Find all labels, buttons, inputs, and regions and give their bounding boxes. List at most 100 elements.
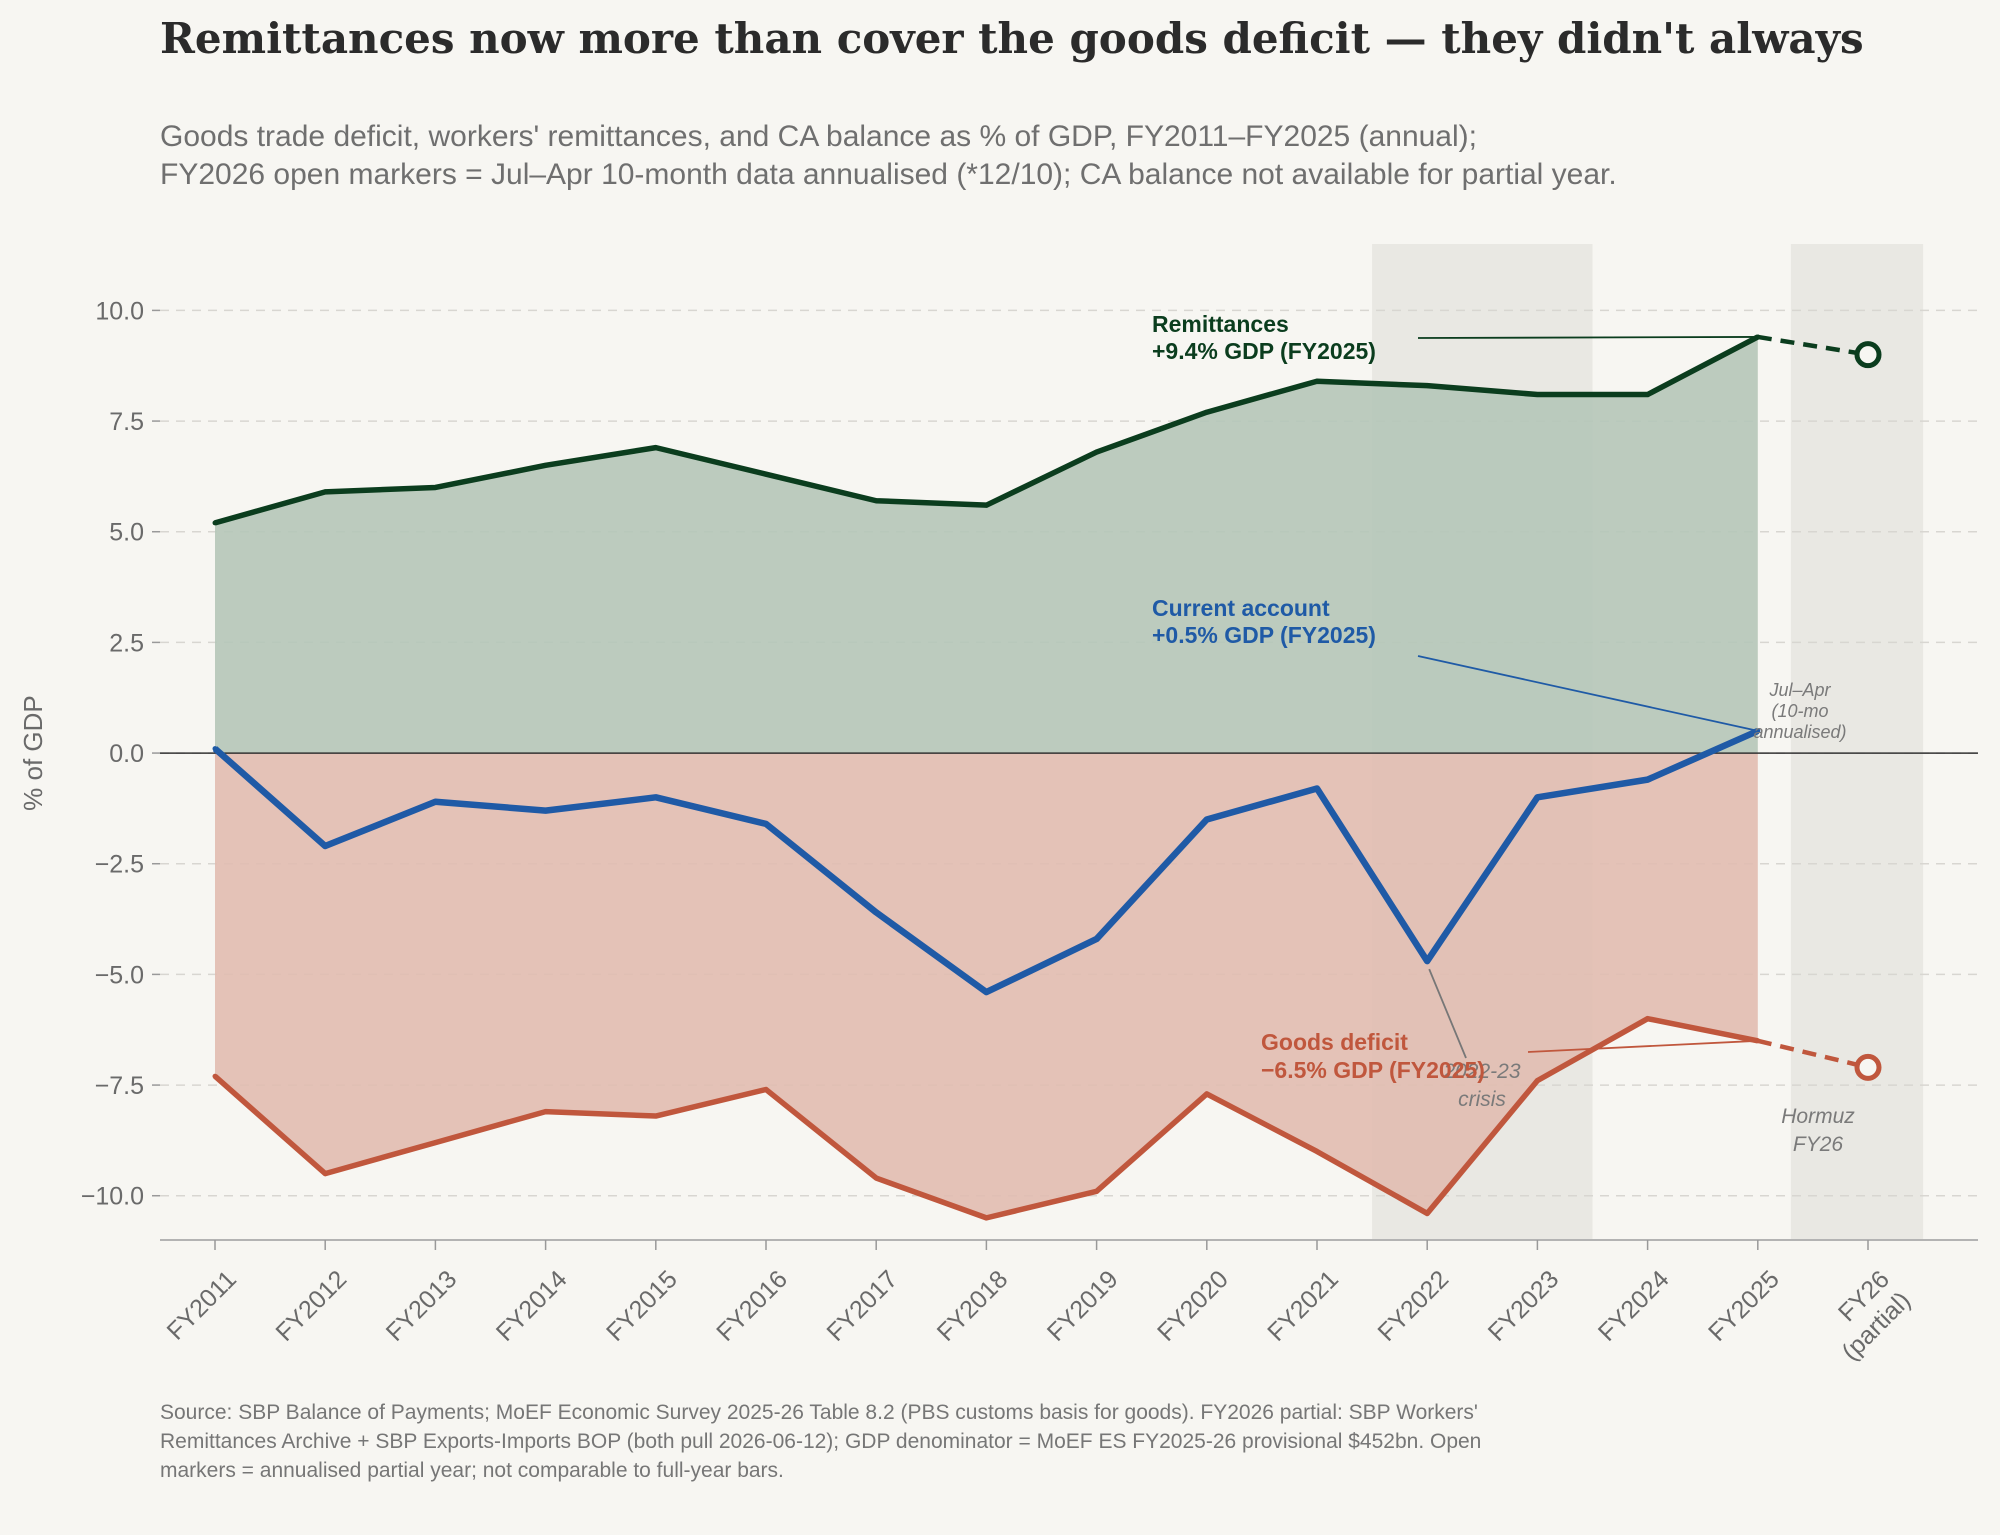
source-note: Source: SBP Balance of Payments; MoEF Ec… — [160, 1401, 1482, 1482]
y-tick-label: 5.0 — [109, 519, 144, 547]
goods-deficit-label-name: Goods deficit — [1261, 1029, 1408, 1055]
x-tick-label-line: FY2013 — [381, 1265, 463, 1347]
current-account-point — [212, 746, 218, 752]
x-tick-label-line: FY2019 — [1042, 1265, 1124, 1347]
hormuz-label-line: FY26 — [1793, 1133, 1844, 1156]
remittances-point — [763, 471, 769, 477]
current-account-point — [1204, 816, 1210, 822]
x-tick-label: FY2011 — [162, 1265, 242, 1345]
goods-deficit-point — [212, 1073, 218, 1079]
remittances-leader — [1417, 336, 1758, 339]
x-tick-label: FY2015 — [601, 1265, 683, 1347]
current-account-point — [322, 843, 328, 849]
remittances-point — [1645, 392, 1651, 398]
goods-deficit-point — [432, 1140, 438, 1146]
y-tick-label: −5.0 — [95, 961, 144, 989]
y-tick-label: −10.0 — [81, 1183, 144, 1211]
y-tick-label: 0.0 — [109, 740, 144, 768]
goods-deficit-point — [763, 1086, 769, 1092]
current-account-point — [983, 989, 989, 995]
remittances-label-name: Remittances — [1152, 311, 1289, 337]
goods-deficit-label-value: −6.5% GDP (FY2025) — [1261, 1057, 1485, 1083]
goods-deficit-point — [1424, 1210, 1430, 1216]
current-account-label-value: +0.5% GDP (FY2025) — [1152, 622, 1376, 648]
remittances-point — [1424, 383, 1430, 389]
remittances-point — [983, 502, 989, 508]
goods-deficit-leader — [1527, 1039, 1758, 1053]
goods-deficit-point — [1094, 1188, 1100, 1194]
goods-deficit-point — [543, 1109, 549, 1115]
y-tick-label: 7.5 — [109, 408, 144, 436]
hormuz-label: Hormuz FY26 — [1781, 1105, 1855, 1156]
remittances-point — [1094, 449, 1100, 455]
partial-year-note-line: Jul–Apr — [1768, 680, 1831, 700]
remittances-point — [653, 445, 659, 451]
remittances-point — [543, 462, 549, 468]
goods-deficit-point — [322, 1171, 328, 1177]
remittances-partial-dash — [1757, 334, 1869, 357]
current-account-label-name: Current account — [1152, 595, 1330, 621]
current-account-point — [873, 909, 879, 915]
x-tick-label-line: FY2012 — [270, 1265, 352, 1347]
goods-deficit-point — [1314, 1148, 1320, 1154]
x-tick-label-line: FY2024 — [1593, 1265, 1675, 1347]
crisis-label-line: crisis — [1458, 1088, 1506, 1111]
remittances-label-value: +9.4% GDP (FY2025) — [1152, 338, 1376, 364]
remittances-point — [212, 520, 218, 526]
goods-deficit-point — [1645, 1016, 1651, 1022]
remittances-point — [322, 489, 328, 495]
x-tick-label: FY2012 — [270, 1265, 352, 1347]
x-tick-label: FY2013 — [381, 1265, 463, 1347]
remittances-point — [1204, 409, 1210, 415]
x-tick-label: FY2024 — [1593, 1265, 1675, 1347]
crisis-leader — [1428, 968, 1467, 1059]
crisis-label: 2022-23 crisis — [1442, 1060, 1520, 1111]
x-tick-label-line: FY2018 — [932, 1265, 1014, 1347]
remittances-point — [873, 498, 879, 504]
x-tick-label: FY2020 — [1152, 1265, 1234, 1347]
x-tick-label: FY2022 — [1372, 1265, 1454, 1347]
subtitle-line-2: FY2026 open markers = Jul–Apr 10-month d… — [160, 158, 1617, 191]
x-tick-label: FY2023 — [1483, 1265, 1565, 1347]
goods-deficit-point — [1204, 1091, 1210, 1097]
current-account-point — [432, 799, 438, 805]
remittances-point — [432, 484, 438, 490]
x-tick-label-line: FY2015 — [601, 1265, 683, 1347]
x-tick-label-line: FY2016 — [711, 1265, 793, 1347]
remittances-point — [1534, 392, 1540, 398]
remittances-area — [215, 336, 1758, 754]
current-account-point — [1645, 777, 1651, 783]
x-tick-label-line: FY2020 — [1152, 1265, 1234, 1347]
x-tick-label-line: FY2017 — [821, 1265, 903, 1347]
goods-deficit-point — [983, 1215, 989, 1221]
current-account-point — [1314, 785, 1320, 791]
current-account-leader — [1417, 655, 1758, 732]
y-axis-label: % of GDP — [18, 695, 48, 811]
x-tick-label-line: FY2021 — [1262, 1265, 1344, 1347]
current-account-point — [653, 794, 659, 800]
y-tick-label: 10.0 — [95, 297, 144, 325]
x-tick-label-line: FY2011 — [162, 1265, 242, 1345]
partial-year-note-line: annualised) — [1753, 722, 1846, 742]
current-account-point — [1094, 936, 1100, 942]
chart-subtitle: Goods trade deficit, workers' remittance… — [160, 118, 1617, 194]
x-tick-label-line: FY2025 — [1703, 1265, 1785, 1347]
y-tick-label: −2.5 — [95, 851, 144, 879]
x-tick-label: FY26(partial) — [1833, 1265, 1916, 1366]
goods-deficit-point — [653, 1113, 659, 1119]
goods-deficit-point — [1534, 1078, 1540, 1084]
goods-deficit-partial-marker — [1854, 1053, 1882, 1081]
chart-title: Remittances now more than cover the good… — [160, 14, 1864, 63]
x-tick-label: FY2017 — [821, 1265, 903, 1347]
goods-deficit-point — [873, 1175, 879, 1181]
remittances-partial-marker — [1854, 341, 1882, 369]
x-tick-label: FY2019 — [1042, 1265, 1124, 1347]
y-tick-label: 2.5 — [109, 629, 144, 657]
x-tick-label-line: FY2014 — [491, 1265, 573, 1347]
x-tick-label: FY2014 — [491, 1265, 573, 1347]
remittances-point — [1314, 378, 1320, 384]
x-tick-label-line: FY2022 — [1372, 1265, 1454, 1347]
current-account-point — [1424, 958, 1430, 964]
current-account-point — [1534, 794, 1540, 800]
